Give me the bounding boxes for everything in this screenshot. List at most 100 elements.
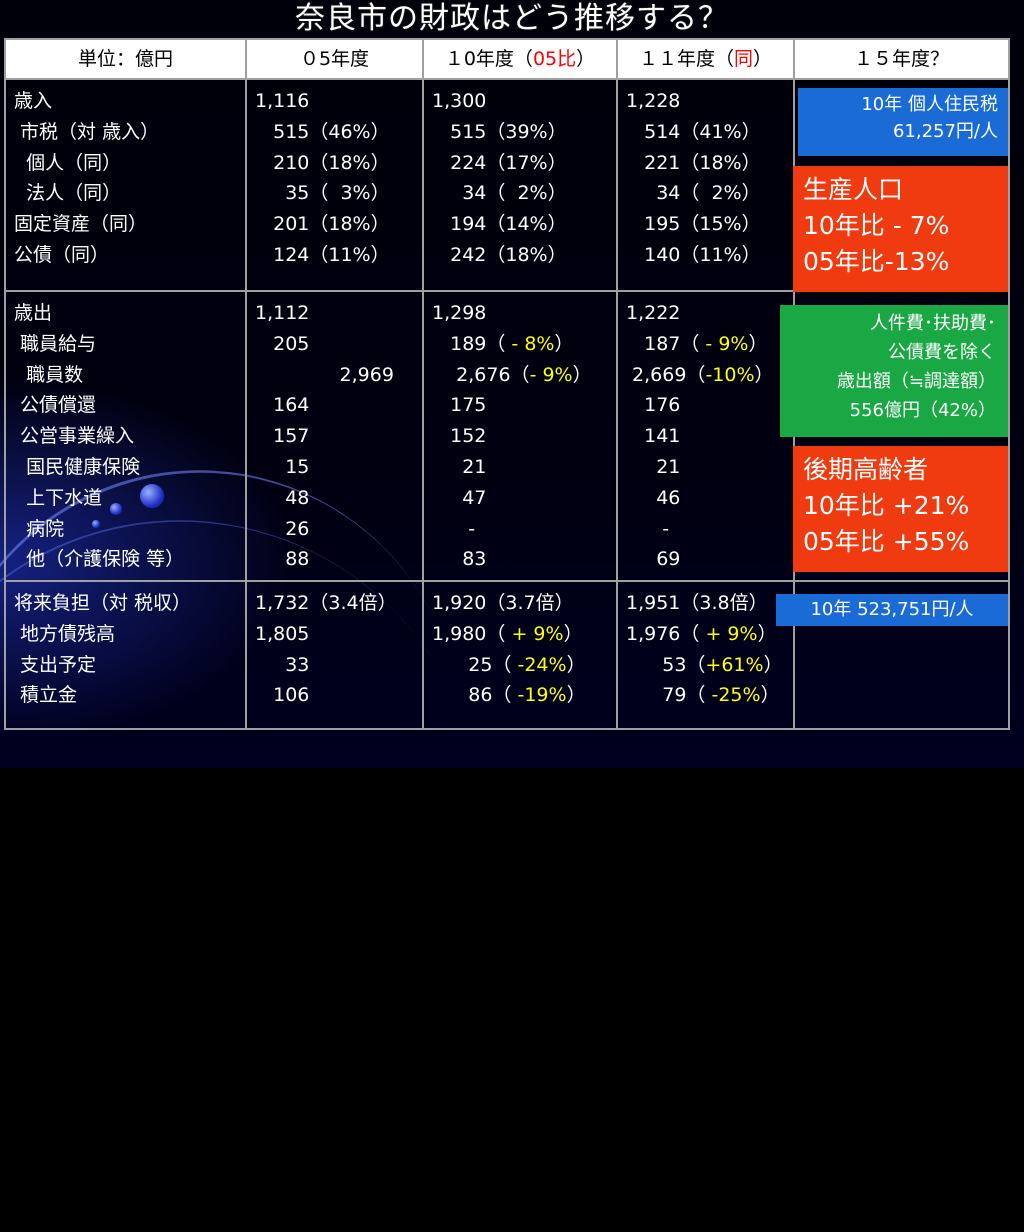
value-cell: 53（+61%） xyxy=(626,653,783,676)
value-cell: 46 xyxy=(626,486,681,509)
value-cell: 47 xyxy=(432,486,487,509)
revenue-fy05: 1,116 515（46%） 210（18%） 35（ 3%） 201（18%）… xyxy=(245,78,424,292)
note-line: 05年比-13% xyxy=(803,247,950,276)
value-cell: 35（ 3%） xyxy=(255,182,390,205)
value-cell: - xyxy=(432,517,476,540)
change-rate-highlight: -24% xyxy=(511,653,567,676)
burden-fy11: 1,951（3.8倍） 1,976（ + 9%） 53（+61%） 79（ -25… xyxy=(616,580,795,730)
header-fy10: １0年度（05比） xyxy=(422,38,618,80)
value-cell: 141 xyxy=(626,425,681,448)
note-working-population: 生産人口 10年比 - 7% 05年比-13% xyxy=(793,166,1008,292)
row-label: 積立金 xyxy=(14,684,78,707)
note-line: 05年比 +55% xyxy=(803,527,970,556)
value-cell: 26 xyxy=(255,517,310,540)
burden-fy05: 1,732（3.4倍） 1,805 33 106 xyxy=(245,580,424,730)
expenditure-labels: 歳出 職員給与 職員数 公債償還 公営事業繰入 国民健康保険 上下水道 病院 他… xyxy=(4,290,247,582)
row-label: 上下水道 xyxy=(14,486,103,509)
value-cell: 21 xyxy=(432,455,487,478)
expenditure-fy11: 1,222 187（ - 9%） 2,669（-10%） 176 141 21 … xyxy=(616,290,795,582)
value-cell: 34（ 2%） xyxy=(626,182,761,205)
value-cell: 176 xyxy=(626,394,681,417)
value-cell: 124（11%） xyxy=(255,243,390,266)
value-cell: 1,951（3.8倍） xyxy=(626,592,768,614)
value-cell: 34（ 2%） xyxy=(432,182,567,205)
value-cell: 106 xyxy=(255,684,310,707)
header-fy10-highlight: 05比 xyxy=(532,48,577,70)
header-fy15: １５年度？ xyxy=(793,38,1010,80)
slide-title: 奈良市の財政はどう推移する？ xyxy=(295,1,729,36)
value-cell: 189（ - 8%） xyxy=(432,332,574,355)
header-unit: 単位：億円 xyxy=(4,38,247,80)
row-label: 病院 xyxy=(14,517,65,540)
value-cell: 1,976（ + 9%） xyxy=(626,622,777,645)
note-line: 61,257円/人 xyxy=(892,121,998,142)
value-cell: 515（39%） xyxy=(432,120,567,143)
expenditure-fy10: 1,298 189（ - 8%） 2,676（- 9%） 175 152 21 … xyxy=(422,290,618,582)
note-burden-per-capita: 10年 523,751円/人 xyxy=(776,594,1008,626)
revenue-fy11: 1,228 514（41%） 221（18%） 34（ 2%） 195（15%）… xyxy=(616,78,795,292)
header-fy11-highlight: 同 xyxy=(733,48,753,70)
note-line: 歳出額（≒調達額） xyxy=(836,371,996,392)
row-label: 地方債残高 xyxy=(14,622,116,645)
note-line: 10年比 +21% xyxy=(803,491,970,520)
value-cell: 157 xyxy=(255,425,310,448)
note-line: 生産人口 xyxy=(803,175,904,204)
value-cell: - xyxy=(626,517,670,540)
value-cell: 2,676（- 9%） xyxy=(432,363,592,386)
value-cell: 152 xyxy=(432,425,487,448)
value-cell: 1,112 xyxy=(255,302,310,324)
value-cell: 164 xyxy=(255,394,310,417)
value-cell: 194（14%） xyxy=(432,213,567,236)
change-rate-highlight: - 8% xyxy=(505,332,555,355)
expenditure-fy05: 1,112 205 2,969 164 157 15 48 26 88 xyxy=(245,290,424,582)
value-cell: 224（17%） xyxy=(432,151,567,174)
row-label: 公債償還 xyxy=(14,394,97,417)
note-line: 10年 523,751円/人 xyxy=(810,599,974,620)
value-cell: 514（41%） xyxy=(626,120,761,143)
note-line: 10年 個人住民税 xyxy=(861,94,998,115)
row-label: 歳入 xyxy=(14,90,53,112)
value-cell: 15 xyxy=(255,455,310,478)
value-cell: 21 xyxy=(626,455,681,478)
value-cell: 1,228 xyxy=(626,90,681,112)
burden-row: 将来負担（対 税収） 地方債残高 支出予定 積立金 1,732（3.4倍） 1,8… xyxy=(4,580,1010,730)
revenue-labels: 歳入 市税（対 歳入） 個人（同） 法人（同） 固定資産（同） 公債（同） xyxy=(4,78,247,292)
change-rate-highlight: + 9% xyxy=(699,622,758,645)
value-cell: 175 xyxy=(432,394,487,417)
value-cell: 187（ - 9%） xyxy=(626,332,768,355)
note-line: 公債費を除く xyxy=(888,342,996,363)
note-line: 10年比 - 7% xyxy=(803,211,950,240)
row-label: 公債（同） xyxy=(14,243,110,266)
value-cell: 69 xyxy=(626,548,681,571)
row-label: 個人（同） xyxy=(14,151,122,174)
note-line: 後期高齢者 xyxy=(803,455,929,484)
value-cell: 242（18%） xyxy=(432,243,567,266)
value-cell: 195（15%） xyxy=(626,213,761,236)
change-rate-highlight: - 9% xyxy=(529,363,573,386)
row-label: 公営事業繰入 xyxy=(14,425,135,448)
note-resident-tax: 10年 個人住民税 61,257円/人 xyxy=(798,88,1008,156)
value-cell: 83 xyxy=(432,548,487,571)
value-cell: 201（18%） xyxy=(255,213,390,236)
change-rate-highlight: +61% xyxy=(705,653,764,676)
note-line: 556億円（42%） xyxy=(849,400,996,421)
row-label: 他（介護保険 等） xyxy=(14,548,185,571)
header-fy11: １１年度（同） xyxy=(616,38,795,80)
header-fy05: ０5年度 xyxy=(245,38,424,80)
value-cell: 1,222 xyxy=(626,302,681,324)
change-rate-highlight: -19% xyxy=(511,684,567,707)
row-label: 将来負担（対 税収） xyxy=(14,592,192,614)
value-cell: 2,669（-10%） xyxy=(626,363,774,386)
revenue-fy10: 1,300 515（39%） 224（17%） 34（ 2%） 194（14%）… xyxy=(422,78,618,292)
value-cell: 1,980（ + 9%） xyxy=(432,622,583,645)
row-label: 歳出 xyxy=(14,302,53,324)
note-expenditure-excluding: 人件費･扶助費･ 公債費を除く 歳出額（≒調達額） 556億円（42%） xyxy=(780,305,1008,437)
value-cell: 33 xyxy=(255,653,310,676)
revenue-row: 歳入 市税（対 歳入） 個人（同） 法人（同） 固定資産（同） 公債（同） 1,11… xyxy=(4,78,1010,292)
value-cell: 205 xyxy=(255,332,310,355)
value-cell: 210（18%） xyxy=(255,151,390,174)
header-row: 単位：億円 ０5年度 １0年度（05比） １１年度（同） １５年度？ xyxy=(4,38,1010,80)
row-label: 法人（同） xyxy=(14,182,122,205)
value-cell: 1,920（3.7倍） xyxy=(432,592,574,614)
value-cell: 2,969 xyxy=(255,363,394,386)
